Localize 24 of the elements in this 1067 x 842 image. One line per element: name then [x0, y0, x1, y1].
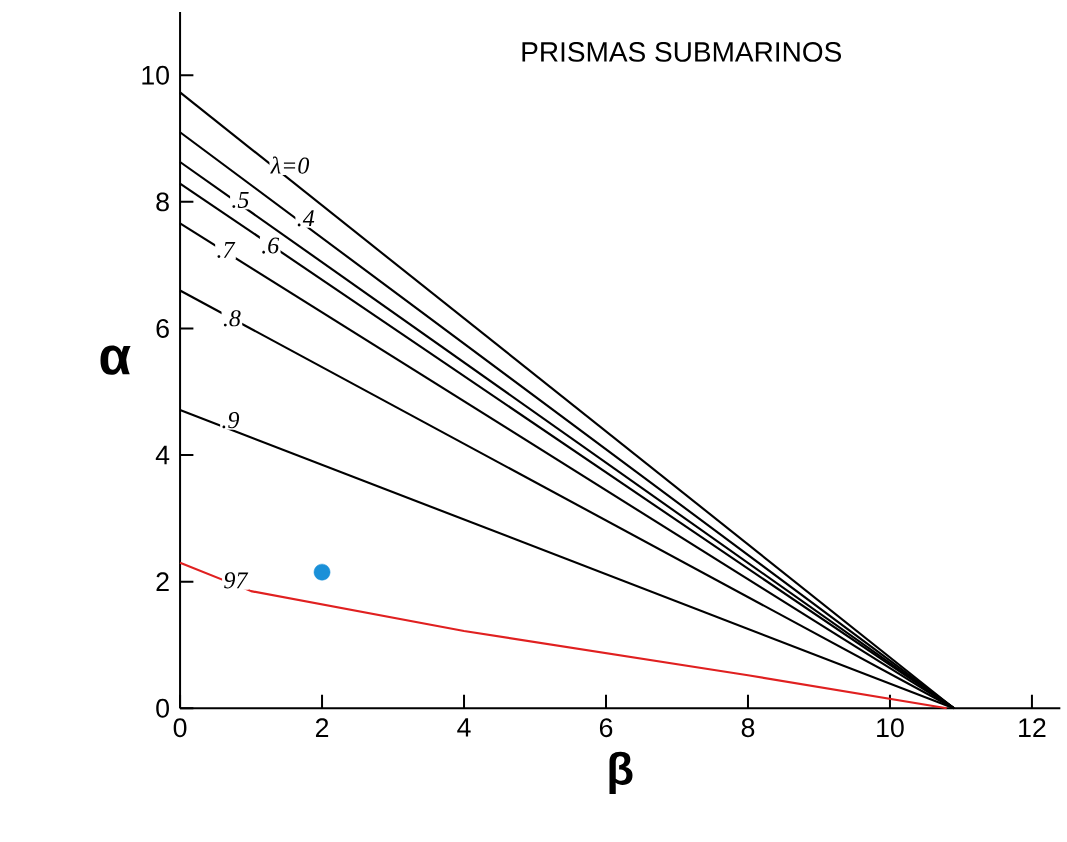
y-axis-title: α [100, 345, 131, 375]
x-tick-label: 0 [173, 718, 187, 738]
x-tick-label: 10 [877, 718, 904, 738]
y-tick-label: 8 [156, 192, 169, 212]
annotation: .5 [232, 191, 249, 208]
annotation: .8 [223, 310, 241, 327]
x-tick-label: 6 [599, 718, 613, 738]
annotation: .6 [262, 237, 280, 254]
annotation: .9 [222, 411, 240, 429]
y-tick-label: 10 [142, 65, 169, 85]
y-tick-label: 0 [156, 698, 169, 718]
x-tick-label: 4 [457, 718, 471, 737]
x-tick-label: 8 [741, 718, 755, 738]
x-tick-label: 12 [1019, 718, 1046, 737]
x-tick-label: 2 [315, 718, 329, 737]
y-tick-label: 4 [155, 445, 170, 465]
y-tick-label: 2 [156, 572, 169, 591]
text: PRISMAS SUBMARINOS [522, 41, 842, 62]
x-axis-title: β [609, 751, 633, 794]
annotation: .4 [297, 210, 315, 227]
annotation: 97 [224, 572, 249, 589]
annotation: λ=0 [270, 156, 310, 174]
annotation: .7 [217, 241, 236, 258]
y-tick-label: 6 [156, 318, 169, 338]
